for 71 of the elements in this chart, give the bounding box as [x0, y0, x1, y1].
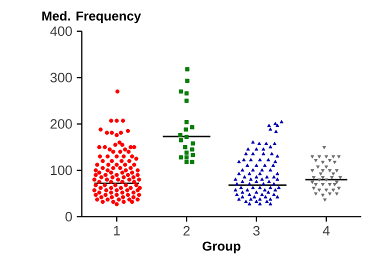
- point: [184, 98, 189, 103]
- x-tick-label: 1: [114, 226, 120, 236]
- point: [337, 155, 341, 158]
- point: [334, 169, 339, 172]
- point: [338, 176, 342, 180]
- x-axis-title: Group: [202, 242, 240, 254]
- point: [185, 78, 190, 83]
- point: [314, 182, 318, 186]
- point: [190, 147, 194, 152]
- point: [334, 192, 339, 196]
- point: [310, 169, 314, 172]
- point: [328, 182, 332, 186]
- point: [331, 155, 336, 158]
- y-tick-label: 0: [65, 212, 72, 222]
- point: [317, 155, 322, 158]
- point: [184, 91, 189, 96]
- point: [330, 176, 334, 180]
- point: [320, 160, 325, 164]
- point: [320, 182, 325, 186]
- point: [314, 158, 318, 162]
- y-tick-label: 200: [50, 119, 72, 129]
- point: [178, 132, 182, 138]
- y-tick-label: 400: [50, 26, 72, 36]
- y-tick-label: 100: [50, 165, 72, 176]
- point: [190, 160, 194, 164]
- y-axis-title: Med. Frequency: [42, 11, 142, 24]
- point: [317, 188, 322, 192]
- point: [310, 180, 314, 184]
- point: [328, 169, 332, 172]
- point: [322, 146, 326, 150]
- point: [184, 127, 188, 132]
- point: [184, 150, 189, 155]
- point: [317, 178, 322, 182]
- point: [184, 155, 189, 160]
- point: [323, 198, 327, 202]
- point: [185, 67, 190, 72]
- point: [332, 182, 337, 186]
- y-tick-label: 300: [50, 72, 72, 82]
- point: [328, 192, 332, 196]
- point: [337, 186, 341, 190]
- point: [310, 155, 314, 158]
- point: [178, 155, 184, 160]
- point: [334, 180, 339, 184]
- point: [331, 172, 336, 176]
- point: [183, 144, 188, 150]
- point: [190, 141, 195, 146]
- point: [324, 155, 328, 158]
- point: [184, 120, 189, 124]
- point: [324, 178, 328, 182]
- point: [178, 138, 184, 142]
- x-tick-label: 2: [183, 226, 190, 236]
- x-tick-label: 3: [253, 226, 260, 236]
- x-tick-label: 4: [322, 226, 330, 236]
- point: [316, 165, 320, 169]
- point: [331, 188, 336, 192]
- point: [184, 134, 189, 139]
- point: [178, 89, 184, 94]
- point: [324, 165, 328, 169]
- point: [324, 188, 328, 192]
- point: [328, 158, 332, 162]
- point: [312, 176, 316, 180]
- point: [190, 125, 194, 130]
- point: [318, 172, 323, 176]
- point: [184, 160, 189, 164]
- point: [312, 186, 316, 190]
- point: [190, 152, 195, 158]
- point: [320, 169, 325, 172]
- point: [332, 160, 337, 164]
- point: [314, 192, 318, 196]
- point: [320, 176, 325, 180]
- point: [320, 194, 325, 197]
